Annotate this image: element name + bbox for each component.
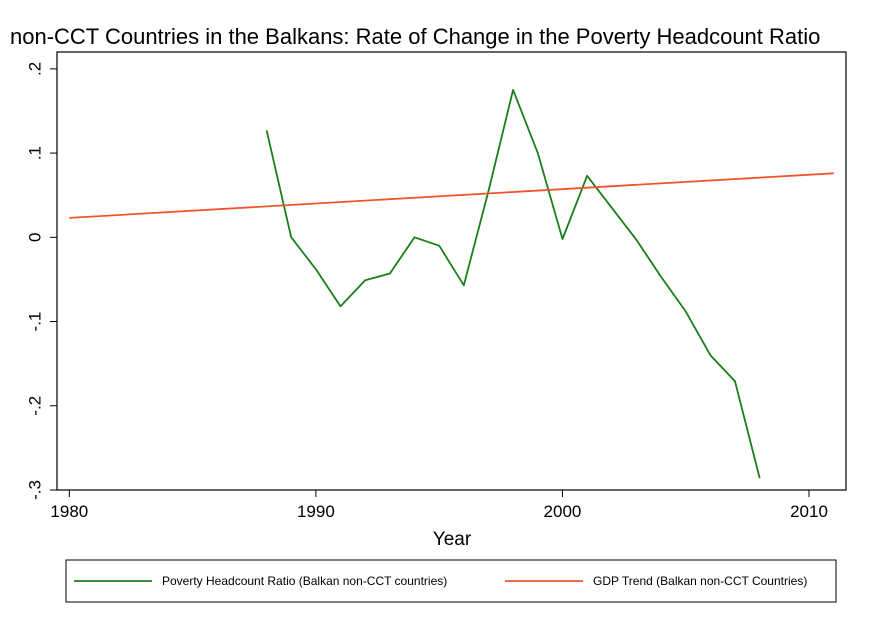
legend-label-2: GDP Trend (Balkan non-CCT Countries)	[593, 574, 807, 588]
series-line-2	[69, 172, 834, 219]
y-tick-label: .2	[25, 62, 44, 76]
y-tick-label: -.3	[25, 480, 44, 500]
legend-box	[65, 559, 837, 603]
x-tick-label: 2010	[790, 502, 828, 521]
x-tick-label: 1980	[50, 502, 88, 521]
plot-area-frame	[56, 51, 847, 491]
axes: 1980 1990 2000 2010 -.3 -.2 -.1 0 .1 .2	[25, 62, 827, 521]
x-axis-title: Year	[433, 529, 472, 550]
y-tick-label: .1	[25, 146, 44, 160]
x-tick-label: 1990	[297, 502, 335, 521]
x-tick-label: 2000	[544, 502, 582, 521]
legend: Poverty Headcount Ratio (Balkan non-CCT …	[74, 574, 807, 588]
y-tick-label: -.2	[25, 396, 44, 416]
legend-label-1: Poverty Headcount Ratio (Balkan non-CCT …	[162, 574, 447, 588]
series-line-1	[265, 89, 761, 479]
series-layer	[69, 89, 834, 479]
y-tick-label: -.1	[25, 312, 44, 332]
chart-title: non-CCT Countries in the Balkans: Rate o…	[10, 24, 821, 49]
y-tick-label: 0	[25, 233, 44, 242]
